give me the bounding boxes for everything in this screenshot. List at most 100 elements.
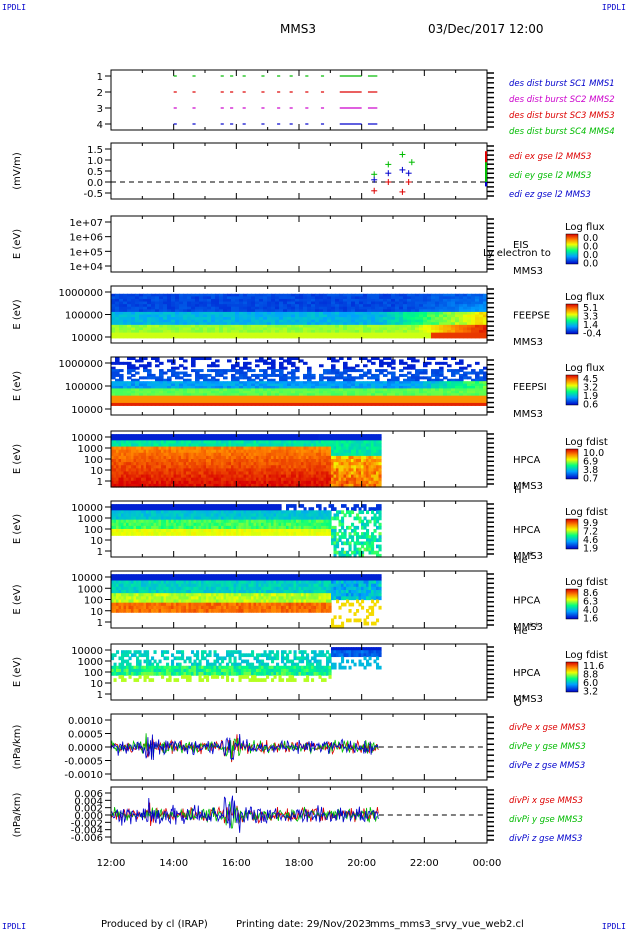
spectro-cell — [311, 437, 315, 441]
spectro-cell — [291, 311, 296, 316]
spectro-cell — [321, 440, 325, 445]
spectro-cell — [243, 471, 247, 476]
spectro-cell — [188, 455, 192, 460]
ytick-label-eis: 1e+05 — [69, 247, 103, 258]
spectro-cell — [383, 390, 388, 394]
spectro-cell — [293, 459, 297, 463]
spectro-cell — [407, 388, 412, 392]
spectro-cell — [291, 400, 296, 404]
spectro-cell — [271, 359, 276, 363]
spectro-cell — [343, 293, 348, 297]
spectro-cell — [323, 434, 327, 438]
spectro-cell — [479, 317, 484, 321]
spectro-cell — [346, 455, 350, 460]
spectro-cell — [155, 390, 160, 394]
spectro-cell — [263, 293, 268, 297]
spectro-cell — [455, 378, 460, 382]
spectro-cell — [158, 437, 162, 441]
spectro-cell — [131, 378, 136, 382]
spectro-cell — [216, 477, 220, 482]
spectro-cell — [131, 311, 136, 316]
spectro-cell — [123, 465, 127, 469]
spectro-cell — [143, 474, 147, 479]
spectro-cell — [233, 483, 237, 488]
spectro-cell — [167, 311, 172, 316]
spectro-cell — [178, 443, 182, 448]
spectro-cell — [163, 322, 168, 326]
spectro-cell — [471, 319, 476, 323]
spectro-cell — [306, 474, 310, 479]
spectro-cell — [213, 437, 217, 441]
spectro-cell — [367, 383, 372, 387]
spectro-cell — [293, 462, 297, 466]
spectro-cell — [178, 437, 182, 441]
spectro-cell — [303, 376, 308, 380]
spectro-cell — [335, 398, 340, 402]
spectro-cell — [203, 386, 208, 390]
spectro-cell — [415, 314, 420, 318]
spectro-cell — [219, 322, 224, 326]
spectro-cell — [251, 483, 255, 488]
spectro-cell — [251, 378, 256, 382]
spectro-cell — [111, 309, 116, 313]
corner-label-top-left: IPDLI — [2, 3, 27, 12]
spectro-cell — [243, 480, 247, 485]
spectro-cell — [151, 459, 155, 463]
spectro-cell — [359, 301, 364, 305]
spectro-cell — [168, 443, 172, 448]
spectro-cell — [223, 330, 228, 334]
spectro-cell — [231, 293, 236, 297]
spectro-cell — [183, 434, 187, 438]
spectro-cell — [459, 319, 464, 323]
spectro-cell — [427, 314, 432, 318]
spectro-cell — [228, 434, 232, 438]
spectro-cell — [479, 293, 484, 297]
spectro-cell — [115, 317, 120, 321]
spectro-cell — [295, 390, 300, 394]
spectro-cell — [291, 402, 296, 406]
spectro-cell — [231, 388, 236, 392]
spectro-cell — [391, 371, 396, 375]
spectro-cell — [288, 465, 292, 469]
spectro-cell — [255, 327, 260, 331]
spectro-cell — [199, 319, 204, 323]
spectro-cell — [123, 296, 128, 300]
spectro-cell — [243, 364, 248, 368]
spectro-cell — [148, 474, 152, 479]
spectro-cell — [407, 398, 412, 402]
spectro-cell — [156, 462, 160, 466]
spectro-cell — [243, 376, 248, 380]
spectro-cell — [271, 366, 276, 370]
spectro-cell — [351, 462, 355, 466]
spectro-cell — [171, 322, 176, 326]
spectro-cell — [236, 452, 240, 457]
spectro-cell — [367, 324, 372, 329]
spectro-cell — [256, 446, 260, 451]
spectro-cell — [176, 474, 180, 479]
spectro-cell — [211, 449, 215, 454]
spectro-cell — [183, 471, 187, 476]
ytick-label-edi: -0.5 — [83, 189, 103, 200]
spectro-cell — [327, 301, 332, 305]
spectro-cell — [241, 455, 245, 460]
spectro-cell — [279, 386, 284, 390]
spectro-cell — [443, 390, 448, 394]
ytick-label-feepse: 10000 — [71, 333, 103, 344]
spectro-cell — [123, 474, 127, 479]
spectro-cell — [191, 359, 196, 363]
spectro-cell — [248, 471, 252, 476]
spectro-cell — [115, 330, 120, 334]
spectro-cell — [283, 359, 288, 363]
spectro-cell — [419, 330, 424, 334]
spectro-cell — [263, 335, 268, 339]
spectro-cell — [326, 440, 330, 445]
spectro-cell — [186, 483, 190, 488]
spectro-cell — [301, 452, 305, 457]
spectro-cell — [123, 393, 128, 397]
spectro-cell — [203, 322, 208, 326]
spectro-cell — [235, 311, 240, 316]
spectro-cell — [411, 400, 416, 404]
spectro-cell — [319, 373, 324, 377]
spectro-cell — [203, 398, 208, 402]
spectro-cell — [341, 455, 345, 460]
